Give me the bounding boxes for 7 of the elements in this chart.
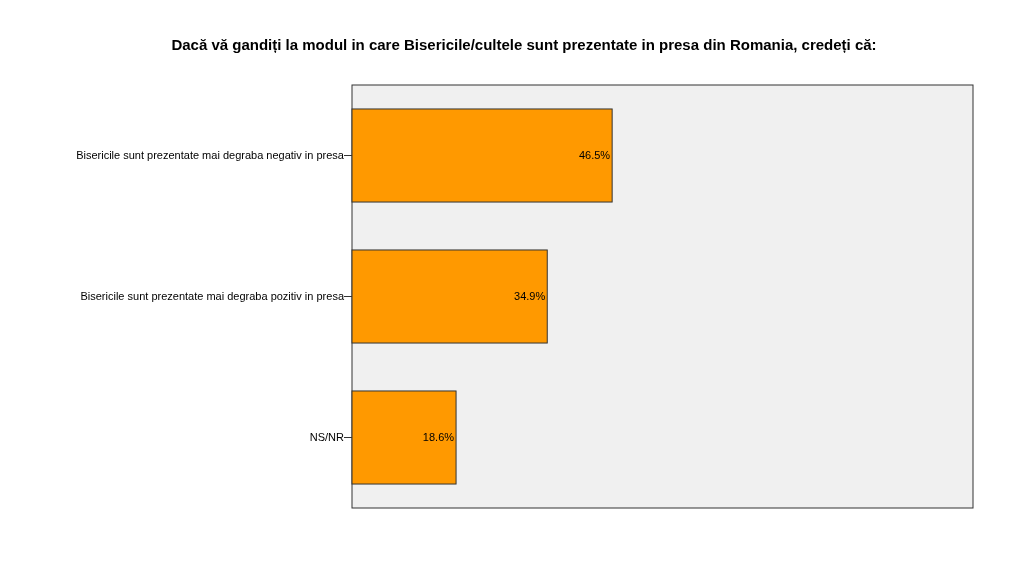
data-label: 34.9% [514,290,546,303]
data-label: 46.5% [578,149,611,162]
chart-title: Dacă vă gandiți la modul in care Bisericile/cultele sunt prezentate in presa din Romania, credeți că: [171,36,877,53]
y-tick-label: Bisericile sunt prezentate mai degraba negativ in presa [76,149,345,162]
y-tick-label: NS/NR [309,431,345,444]
data-label: 18.6% [422,431,455,444]
y-tick-label: Bisericile sunt prezentate mai degraba pozitiv in presa [80,290,345,303]
